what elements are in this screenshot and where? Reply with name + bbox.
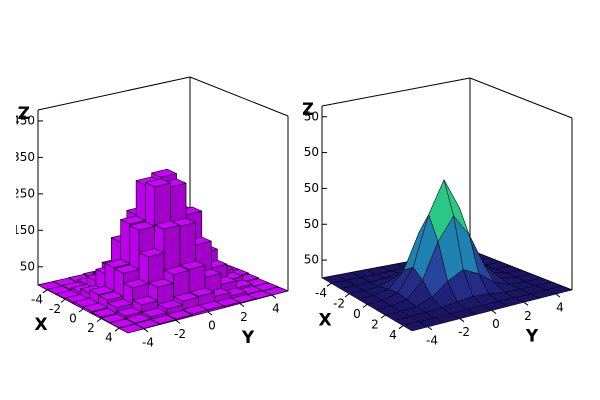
y-tick: [555, 293, 561, 298]
surface-cell: [402, 321, 429, 332]
x-tick-label: -4: [31, 292, 43, 306]
x-tick-label: -4: [315, 286, 327, 300]
x-tick: [344, 293, 350, 298]
x-tick: [362, 304, 368, 308]
bar-top: [173, 292, 199, 302]
x-tick-label: -2: [333, 296, 345, 310]
y-tick: [427, 326, 433, 331]
y-tick-label: 0: [492, 317, 500, 331]
bar-top: [151, 168, 177, 178]
y-tick: [523, 301, 529, 306]
x-tick-label: 0: [69, 312, 77, 326]
bar: [118, 323, 145, 334]
y-tick-label: 4: [272, 302, 280, 316]
x-tick-label: 0: [353, 307, 361, 321]
x-axis-title: X: [318, 311, 331, 331]
bar-top: [138, 248, 165, 258]
y-tick-label: -4: [142, 335, 154, 349]
bar-top: [118, 323, 145, 334]
z-tick-label: 50: [304, 253, 319, 267]
y-tick-label: -4: [426, 333, 438, 347]
z-tick-label: 350: [12, 150, 35, 164]
y-tick: [271, 294, 277, 299]
y-tick-label: 2: [524, 309, 532, 323]
y-tick-label: 4: [556, 301, 564, 315]
bar-top: [125, 313, 152, 324]
bar-top: [132, 295, 158, 306]
bar-top: [145, 178, 171, 188]
bar-top: [148, 278, 174, 288]
y-tick: [207, 311, 213, 316]
z-tick-label: 150: [12, 223, 35, 237]
x-tick-label: 4: [389, 328, 397, 342]
z-tick-label: 450: [12, 113, 35, 127]
bar-top: [163, 265, 190, 275]
bar-top: [188, 287, 215, 297]
x-tick: [326, 282, 332, 287]
bar-top: [179, 260, 206, 270]
bar-top: [154, 220, 181, 230]
bar-top: [134, 319, 161, 329]
y-tick-label: -2: [458, 325, 470, 339]
axis-box-edge: [189, 76, 289, 117]
z-tick-label: 350: [296, 145, 319, 159]
x-tick-label: 2: [87, 321, 95, 335]
bar-top: [157, 300, 183, 310]
x-tick-label: 2: [371, 318, 379, 332]
y-tick: [143, 328, 149, 333]
z-axis-title: Z: [18, 104, 30, 124]
x-tick-label: -2: [49, 302, 61, 316]
x-tick-label: 4: [105, 331, 113, 345]
z-tick-label: 250: [296, 181, 319, 195]
axis-box-edge: [469, 77, 573, 119]
y-tick-label: -2: [174, 327, 186, 341]
y-axis-title: Y: [525, 327, 539, 347]
x-axis-title: X: [34, 315, 47, 335]
x-tick: [96, 318, 102, 323]
y-tick: [491, 310, 497, 314]
x-tick: [78, 308, 84, 313]
z-tick-label: 250: [12, 186, 35, 200]
x-tick: [398, 325, 404, 330]
y-axis-title: Y: [241, 328, 255, 348]
y-tick: [459, 318, 465, 323]
x-tick: [60, 298, 66, 303]
x-tick: [42, 289, 48, 294]
y-tick-label: 0: [208, 319, 216, 333]
z-tick-label: 150: [296, 217, 319, 231]
z-tick-label: 450: [296, 109, 319, 123]
bar-top: [166, 309, 193, 320]
bar-top: [141, 307, 168, 318]
y-tick: [175, 319, 181, 324]
axis-box-edge: [37, 76, 191, 111]
axis-box-edge: [321, 77, 471, 107]
x-tick: [380, 314, 386, 319]
y-tick-label: 2: [240, 310, 248, 324]
x-tick: [114, 327, 120, 332]
z-axis-title: Z: [302, 100, 314, 120]
bar-top: [182, 305, 209, 315]
y-tick: [239, 303, 245, 308]
z-tick-label: 50: [20, 259, 35, 273]
